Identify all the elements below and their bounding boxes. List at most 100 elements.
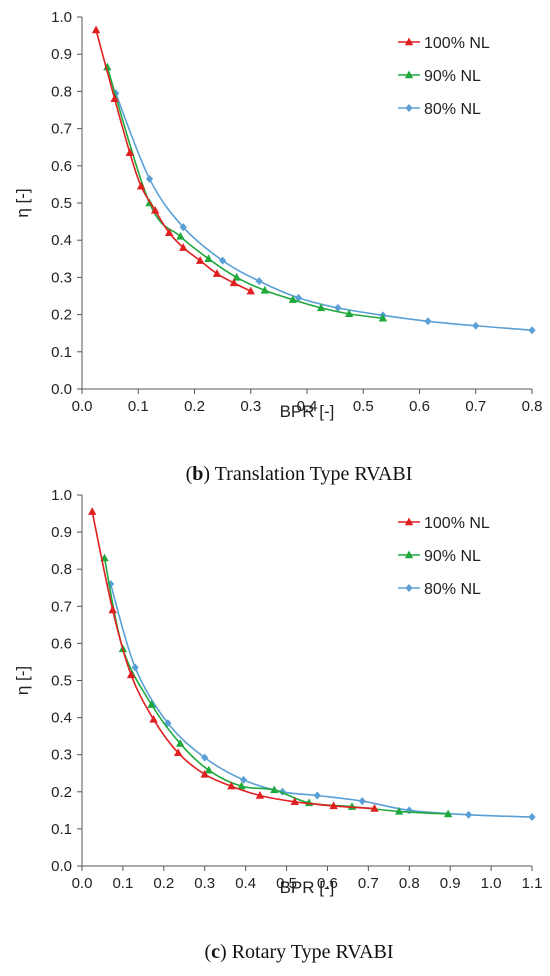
series-line — [106, 66, 384, 320]
data-point — [195, 256, 205, 264]
data-point — [316, 303, 326, 312]
y-tick-label: 0.3 — [51, 747, 72, 764]
data-point — [288, 295, 298, 303]
series-line — [91, 511, 375, 810]
caption-part: ( — [186, 463, 193, 485]
data-point — [370, 803, 379, 812]
x-tick-label: 0.3 — [240, 398, 261, 415]
data-point — [329, 801, 338, 810]
y-tick-label: 0.6 — [51, 635, 72, 652]
chart-panel-b: 0.0 0.1 0.2 0.3 0.4 0.5 0.6 0.7 0.8 0.9 1.0 0.0 0.1 0… — [13, 9, 542, 485]
x-tick-label: 0.7 — [465, 398, 486, 415]
y-tick-label: 0.8 — [51, 83, 72, 100]
y-tick-label: 0.2 — [51, 784, 72, 801]
data-point — [179, 223, 187, 232]
data-point — [91, 25, 101, 34]
x-tick-label: 0.0 — [72, 875, 93, 892]
data-point — [472, 321, 480, 330]
x-tick-label: 0.6 — [317, 875, 338, 892]
data-point — [219, 256, 227, 265]
data-point — [239, 775, 248, 784]
legend-marker — [404, 517, 414, 526]
caption-part: ) Translation Type RVABI — [203, 463, 412, 485]
data-point — [204, 765, 214, 774]
y-tick-label: 0.1 — [51, 821, 72, 838]
x-tick-label: 0.2 — [153, 875, 174, 892]
x-axis-label: BPR [-] — [280, 878, 335, 897]
legend: 100% NL 90% NL 80% NL — [398, 515, 490, 598]
caption-part: b — [192, 463, 203, 485]
data-point — [126, 670, 136, 679]
data-point — [344, 309, 354, 318]
figure-caption: (c) Rotary Type RVABI — [204, 941, 393, 963]
x-tick-label: 0.8 — [522, 398, 543, 415]
legend-label: 100% NL — [424, 515, 490, 532]
y-tick-label: 0.9 — [51, 524, 72, 541]
legend-label: 90% NL — [424, 68, 481, 85]
data-point — [136, 181, 146, 190]
x-tick-label: 0.4 — [235, 875, 256, 892]
data-point — [424, 317, 432, 326]
legend: 100% NL 90% NL 80% NL — [398, 35, 490, 118]
y-tick-label: 0.4 — [51, 232, 72, 249]
data-point — [125, 148, 135, 156]
data-point — [232, 272, 241, 281]
legend-marker — [404, 550, 414, 559]
data-point — [164, 228, 174, 236]
y-tick-label: 0.7 — [51, 121, 72, 138]
y-tick-label: 0.0 — [51, 858, 72, 875]
legend-marker — [404, 70, 414, 79]
data-point — [212, 269, 222, 277]
data-point — [201, 753, 209, 762]
x-tick-label: 0.1 — [112, 875, 133, 892]
x-tick-label: 0.7 — [358, 875, 379, 892]
legend-marker — [405, 104, 413, 112]
legend-marker — [405, 584, 413, 592]
x-tick-label: 0.5 — [353, 398, 374, 415]
series-100-nl — [91, 25, 255, 295]
y-tick-label: 0.0 — [51, 381, 72, 398]
series-90-nl — [103, 62, 388, 322]
data-point — [110, 94, 119, 103]
x-tick-label: 0.2 — [184, 398, 205, 415]
x-tick-label: 1.1 — [522, 875, 543, 892]
data-point — [103, 62, 112, 71]
data-point — [443, 809, 453, 818]
data-point — [246, 286, 255, 295]
data-point — [255, 277, 263, 286]
data-point — [270, 785, 279, 794]
y-axis-label: η [-] — [13, 666, 32, 695]
data-point — [358, 797, 366, 806]
series-line — [109, 583, 533, 818]
data-point — [88, 507, 97, 515]
series-100-nl — [88, 507, 379, 812]
caption-part: ) Rotary Type RVABI — [220, 941, 393, 963]
data-point — [255, 791, 265, 799]
caption-part: c — [211, 941, 220, 963]
legend-label: 100% NL — [424, 35, 490, 52]
x-tick-label: 0.9 — [440, 875, 461, 892]
data-point — [149, 714, 158, 723]
legend-label: 90% NL — [424, 548, 481, 565]
data-point — [528, 326, 536, 335]
x-tick-label: 0.3 — [194, 875, 215, 892]
data-point — [294, 293, 303, 302]
data-point — [394, 806, 404, 815]
data-point — [334, 303, 342, 312]
series-80-nl — [112, 89, 536, 335]
legend-label: 80% NL — [424, 101, 481, 118]
chart-panel-c: 0.0 0.1 0.2 0.3 0.4 0.5 0.6 0.7 0.8 0.9 1.0 0.0 0.1 0… — [13, 487, 542, 963]
y-tick-label: 1.0 — [51, 9, 72, 26]
figure-caption: (b) Translation Type RVABI — [186, 463, 413, 485]
y-tick-label: 1.0 — [51, 487, 72, 504]
x-tick-label: 0.8 — [399, 875, 420, 892]
x-tick-label: 0.5 — [276, 875, 297, 892]
data-point — [464, 810, 473, 819]
x-axis-label: BPR [-] — [280, 402, 335, 421]
data-point — [227, 781, 236, 790]
y-tick-label: 0.9 — [51, 46, 72, 63]
data-point — [173, 748, 183, 757]
y-tick-label: 0.7 — [51, 598, 72, 615]
data-point — [405, 806, 413, 815]
